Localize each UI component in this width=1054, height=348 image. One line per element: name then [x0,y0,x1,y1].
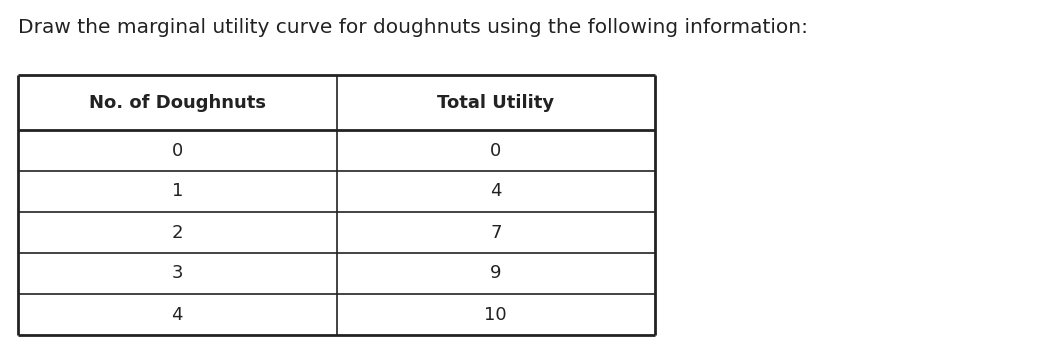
Text: 0: 0 [490,142,502,159]
Text: No. of Doughnuts: No. of Doughnuts [89,94,266,111]
Text: 0: 0 [172,142,183,159]
Text: 10: 10 [485,306,507,324]
Text: Draw the marginal utility curve for doughnuts using the following information:: Draw the marginal utility curve for doug… [18,18,808,37]
Text: 4: 4 [490,182,502,200]
Text: 4: 4 [172,306,183,324]
Text: 9: 9 [490,264,502,283]
Text: 2: 2 [172,223,183,242]
Text: 7: 7 [490,223,502,242]
Text: 3: 3 [172,264,183,283]
Text: 1: 1 [172,182,183,200]
Text: Total Utility: Total Utility [437,94,554,111]
